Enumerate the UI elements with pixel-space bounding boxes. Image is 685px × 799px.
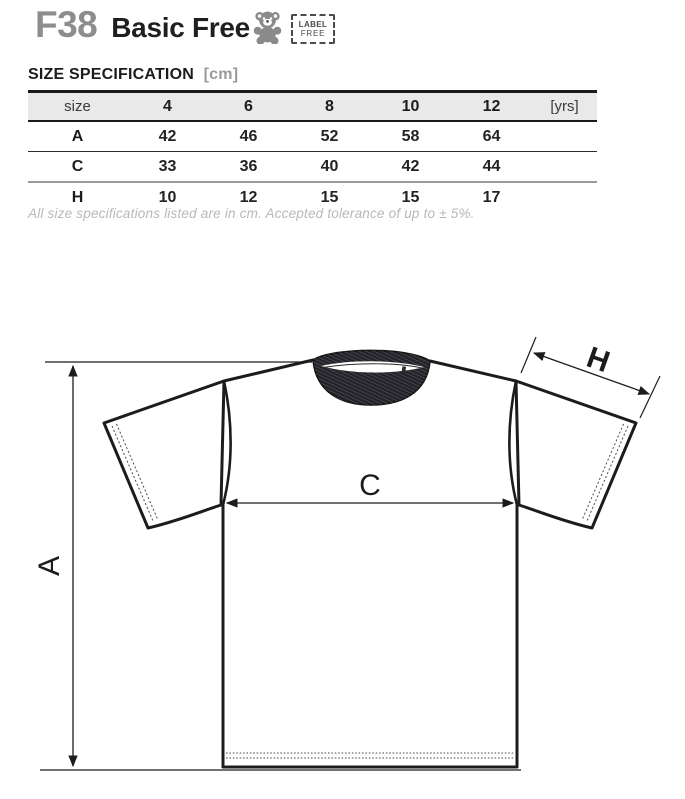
table-row-H: H 10 12 15 15 17 — [28, 183, 597, 212]
cell-value: 10 — [158, 188, 177, 206]
right-armhole-seam — [508, 380, 519, 506]
section-title: SIZE SPECIFICATION [cm] — [28, 66, 238, 84]
tshirt-diagram-svg: A C H — [33, 336, 661, 771]
neck-label — [401, 366, 407, 374]
dimension-label-H: H — [582, 341, 613, 379]
dimension-label-A: A — [33, 556, 66, 576]
collar-inner-opening — [321, 361, 424, 373]
dimension-C: C — [225, 469, 515, 508]
col-header-6: 6 — [244, 97, 253, 115]
size-table: size 4 6 8 10 12 [yrs] A 42 46 52 58 64 … — [28, 90, 597, 212]
left-shoulder-seam — [222, 358, 315, 383]
cell-value: 44 — [482, 157, 501, 175]
cell-value: 58 — [401, 127, 420, 145]
col-header-yrs: [yrs] — [550, 98, 579, 115]
teddy-bear-icon — [251, 9, 284, 49]
tshirt-body — [221, 358, 519, 769]
right-sleeve — [514, 379, 638, 530]
product-header: F38 Basic Free — [35, 4, 250, 46]
cell-value: 42 — [158, 127, 177, 145]
row-label: C — [71, 157, 84, 175]
col-header-10: 10 — [401, 97, 420, 115]
cell-value: 40 — [320, 157, 339, 175]
table-row-C: C 33 36 40 42 44 — [28, 152, 597, 183]
dimension-label-C: C — [359, 469, 381, 502]
row-label: H — [71, 188, 84, 206]
dimension-A: A — [33, 361, 521, 771]
cell-value: 15 — [320, 188, 339, 206]
table-row-A: A 42 46 52 58 64 — [28, 122, 597, 152]
section-unit: [cm] — [203, 66, 239, 83]
tolerance-footnote: All size specifications listed are in cm… — [28, 206, 475, 221]
label-free-line1: LABEL — [298, 19, 328, 29]
left-armhole-seam — [221, 380, 232, 506]
tshirt-diagram: A C H — [0, 330, 685, 799]
left-sleeve — [102, 379, 226, 530]
product-code: F38 — [35, 4, 98, 45]
col-header-8: 8 — [325, 97, 334, 115]
cell-value: 46 — [239, 127, 258, 145]
row-label: A — [71, 127, 84, 145]
cell-value: 42 — [401, 157, 420, 175]
table-header-row: size 4 6 8 10 12 [yrs] — [28, 90, 597, 122]
right-shoulder-seam — [428, 359, 518, 383]
tshirt-collar — [312, 349, 431, 406]
cell-value: 33 — [158, 157, 177, 175]
extension-line-sleeve-outer — [639, 375, 661, 419]
sleeve-stitching — [111, 423, 629, 522]
extension-line-sleeve-inner — [520, 336, 537, 374]
product-name: Basic Free — [111, 12, 250, 43]
col-header-12: 12 — [482, 97, 501, 115]
cell-value: 17 — [482, 188, 501, 206]
hem-stitching — [226, 752, 514, 759]
cell-value: 15 — [401, 188, 420, 206]
section-title-text: SIZE SPECIFICATION — [28, 66, 194, 83]
label-free-line2: FREE — [300, 29, 326, 38]
product-badges: LABEL FREE — [251, 9, 335, 49]
cell-value: 64 — [482, 127, 501, 145]
tshirt-sleeves — [102, 379, 638, 530]
cell-value: 52 — [320, 127, 339, 145]
cell-value: 12 — [239, 188, 258, 206]
dimension-arrow-H — [532, 352, 651, 395]
label-free-badge: LABEL FREE — [291, 14, 335, 44]
back-neck-seam — [322, 363, 423, 369]
cell-value: 36 — [239, 157, 258, 175]
col-header-size: size — [64, 98, 91, 115]
col-header-4: 4 — [163, 97, 172, 115]
